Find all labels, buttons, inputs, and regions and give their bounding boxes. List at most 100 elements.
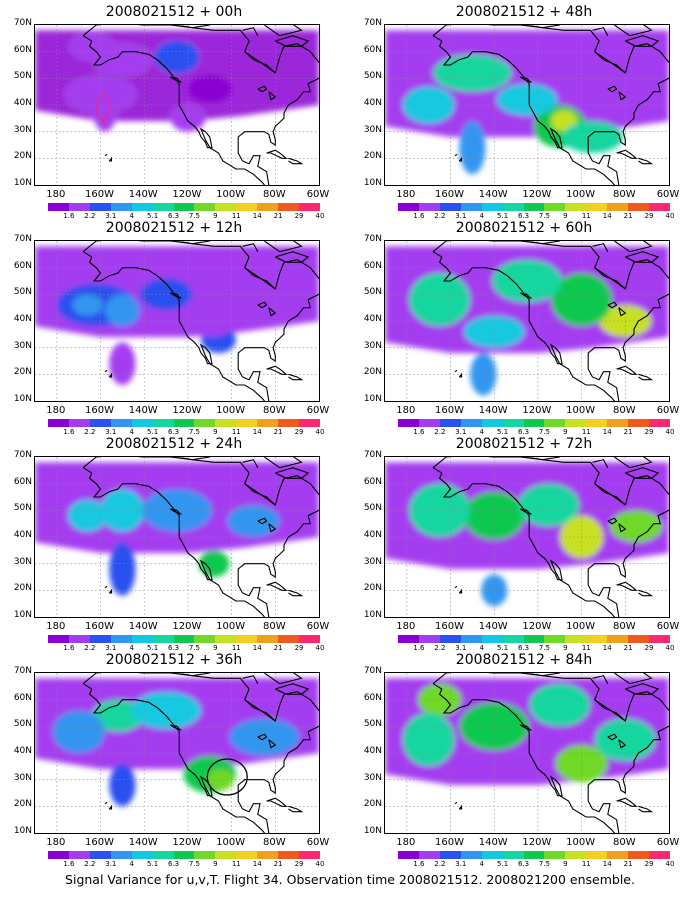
latitude-label: 20N bbox=[363, 151, 382, 162]
colorbar-swatch bbox=[89, 203, 111, 211]
coastline bbox=[607, 733, 618, 741]
colorbar-tick-label: 40 bbox=[315, 212, 325, 220]
colorbar-swatch bbox=[418, 203, 440, 211]
coastline bbox=[82, 457, 319, 617]
colorbar-swatch bbox=[607, 851, 629, 859]
colorbar-tick-label: 6.3 bbox=[517, 212, 530, 220]
longitude-label: 80W bbox=[612, 837, 636, 848]
coastline bbox=[104, 585, 108, 589]
colorbar-tick-label: 5.1 bbox=[147, 644, 159, 652]
colorbar-swatch bbox=[523, 635, 545, 643]
colorbar-tick-label: 40 bbox=[665, 860, 675, 868]
colorbar-tick-label: 1.6 bbox=[413, 860, 425, 868]
longitude-label: 180 bbox=[396, 837, 416, 848]
coastline bbox=[170, 292, 182, 299]
longitude-label: 160W bbox=[85, 621, 115, 632]
colorbar-swatch bbox=[48, 635, 69, 643]
latitude-label: 70N bbox=[13, 18, 32, 28]
coastline bbox=[432, 457, 669, 617]
coastline bbox=[625, 35, 660, 47]
colorbar-tick-label: 9 bbox=[213, 644, 218, 652]
colorbar-tick-label: 1.6 bbox=[63, 428, 75, 436]
variance-map bbox=[384, 672, 670, 834]
colorbar-tick-label: 1.6 bbox=[63, 860, 75, 868]
colorbar-tick-label: 1.6 bbox=[63, 644, 75, 652]
colorbar-swatch bbox=[544, 203, 566, 211]
longitude-label: 60W bbox=[306, 837, 330, 848]
colorbar-tick-label: 4 bbox=[479, 644, 484, 652]
coastline bbox=[594, 483, 626, 506]
colorbar-swatch bbox=[194, 635, 216, 643]
longitude-label: 120W bbox=[172, 189, 202, 200]
variance-cell bbox=[72, 294, 103, 316]
colorbar-tick-label: 9 bbox=[213, 428, 218, 436]
colorbar-swatch bbox=[236, 635, 258, 643]
coastline bbox=[607, 517, 618, 525]
coastline bbox=[520, 724, 532, 731]
colorbar-swatch bbox=[586, 203, 608, 211]
coastline bbox=[432, 673, 669, 833]
variance-cell bbox=[104, 294, 140, 327]
colorbar-tick-label: 2.2 bbox=[84, 212, 96, 220]
latitude-label: 30N bbox=[13, 556, 32, 567]
coastline bbox=[618, 307, 627, 317]
colorbar-swatch bbox=[278, 851, 300, 859]
latitude-label: 30N bbox=[13, 772, 32, 783]
latitude-label: 30N bbox=[13, 340, 32, 351]
colorbar-tick-label: 40 bbox=[315, 428, 325, 436]
variance-cell bbox=[417, 683, 462, 716]
latitude-label: 60N bbox=[363, 260, 382, 271]
coastline bbox=[268, 523, 277, 533]
latitude-label: 20N bbox=[363, 583, 382, 594]
coastline bbox=[266, 797, 288, 807]
variance-cell bbox=[409, 483, 471, 537]
panel-title: 2008021512 + 24h bbox=[105, 436, 243, 452]
colorbar-ticks: 1.6 2.2 3.1 4 5.1 6.3 7.5 9 11 14 21 29 40 bbox=[398, 644, 674, 652]
longitude-label: 120W bbox=[522, 621, 552, 632]
colorbar-swatch bbox=[173, 419, 195, 427]
colorbar-tick-label: 40 bbox=[665, 644, 675, 652]
coastline bbox=[176, 25, 210, 29]
coastline bbox=[592, 459, 609, 468]
colorbar-swatch bbox=[89, 851, 111, 859]
variance-map bbox=[384, 240, 670, 402]
latitude-label: 10N bbox=[13, 610, 32, 620]
colorbar-tick-label: 14 bbox=[252, 428, 262, 436]
coastline bbox=[82, 467, 266, 617]
coastline bbox=[244, 483, 276, 506]
map-panel: 2008021512 + 36h 70N 60N 50N 40N 30N 20N 10N 180… bbox=[4, 650, 344, 868]
coastline bbox=[432, 467, 616, 617]
latitude-label: 40N bbox=[363, 746, 382, 756]
coastline bbox=[432, 251, 616, 401]
colorbar-swatch bbox=[194, 419, 216, 427]
panel-title: 2008021512 + 72h bbox=[455, 436, 593, 452]
latitude-label: 40N bbox=[13, 530, 32, 540]
coastline bbox=[264, 673, 303, 685]
variance-cell bbox=[402, 713, 455, 767]
colorbar-swatch bbox=[194, 203, 216, 211]
coastline bbox=[520, 292, 532, 299]
variance-cell bbox=[207, 769, 234, 791]
longitude-label: 140W bbox=[128, 837, 158, 848]
coastline bbox=[275, 683, 310, 695]
longitude-label: 80W bbox=[262, 621, 286, 632]
coastline bbox=[242, 27, 259, 36]
colorbar-ticks: 1.6 2.2 3.1 4 5.1 6.3 7.5 9 11 14 21 29 40 bbox=[48, 644, 324, 652]
longitude-label: 160W bbox=[435, 621, 465, 632]
colorbar-swatch bbox=[110, 635, 132, 643]
colorbar-swatch bbox=[502, 203, 524, 211]
coastline bbox=[82, 241, 319, 401]
latitude-label: 10N bbox=[13, 826, 32, 836]
colorbar-tick-label: 1.6 bbox=[413, 428, 425, 436]
colorbar-tick-label: 6.3 bbox=[167, 428, 180, 436]
colorbar-tick-label: 9 bbox=[563, 860, 568, 868]
map-panel: 2008021512 + 84h 70N 60N 50N 40N 30N 20N 10N 180… bbox=[354, 650, 694, 868]
coastline bbox=[275, 467, 310, 479]
longitude-label: 60W bbox=[656, 189, 680, 200]
longitude-label: 60W bbox=[656, 621, 680, 632]
colorbar-tick-label: 2.2 bbox=[434, 860, 446, 868]
colorbar-ticks: 1.6 2.2 3.1 4 5.1 6.3 7.5 9 11 14 21 29 40 bbox=[398, 212, 674, 220]
colorbar-tick-label: 3.1 bbox=[455, 428, 467, 436]
longitude-label: 180 bbox=[46, 837, 66, 848]
colorbar-tick-label: 3.1 bbox=[105, 428, 117, 436]
